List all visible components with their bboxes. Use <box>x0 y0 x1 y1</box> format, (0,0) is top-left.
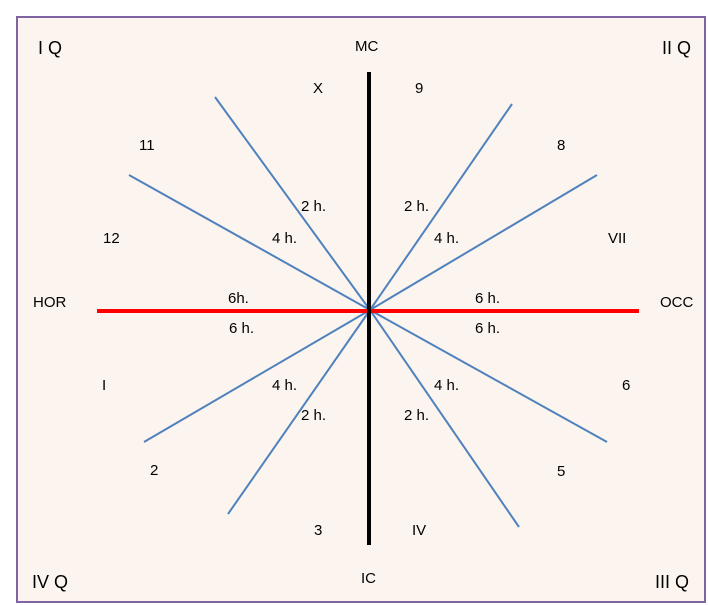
house-label-9: 9 <box>415 80 423 97</box>
house-label-10: X <box>313 80 323 97</box>
hour-line-lower-right-shallow <box>369 309 608 443</box>
house-label-5: 5 <box>557 463 565 480</box>
quadrant-label-top-left: I Q <box>38 38 62 58</box>
hour-label-lower-right-6: 6 h. <box>475 320 500 337</box>
hour-label-lower-right-4: 4 h. <box>434 377 459 394</box>
axis-label-right: OCC <box>660 294 694 311</box>
hour-line-upper-right-shallow <box>369 174 598 311</box>
hour-line-lower-left-shallow <box>143 309 371 443</box>
quadrant-label-top-right: II Q <box>662 38 691 58</box>
hour-label-upper-right-4: 4 h. <box>434 230 459 247</box>
hour-label-lower-left-6: 6 h. <box>229 320 254 337</box>
hour-line-lower-left-steep <box>227 309 371 515</box>
quadrant-label-bottom-left: IV Q <box>32 572 68 592</box>
hour-label-upper-right-2: 2 h. <box>404 198 429 215</box>
hour-label-upper-left-6: 6h. <box>228 290 249 307</box>
hour-label-lower-right-2: 2 h. <box>404 407 429 424</box>
hour-label-upper-right-6: 6 h. <box>475 290 500 307</box>
house-label-2: 2 <box>150 462 158 479</box>
hour-label-lower-left-2: 2 h. <box>301 407 326 424</box>
house-label-1: I <box>102 377 106 394</box>
hour-line-lower-right-steep <box>369 309 520 528</box>
hour-line-upper-left-shallow <box>128 174 371 311</box>
house-label-4: IV <box>412 522 426 539</box>
house-label-8: 8 <box>557 137 565 154</box>
hour-label-lower-left-4: 4 h. <box>272 377 297 394</box>
house-label-3: 3 <box>314 522 322 539</box>
hour-label-upper-left-4: 4 h. <box>272 230 297 247</box>
quadrant-label-bottom-right: III Q <box>655 572 689 592</box>
house-label-7: VII <box>608 230 626 247</box>
hour-line-upper-left-steep <box>214 96 371 311</box>
house-label-11: 11 <box>139 137 155 154</box>
hour-label-upper-left-2: 2 h. <box>301 198 326 215</box>
axis-label-top: MC <box>355 38 378 55</box>
axis-label-bottom: IC <box>361 570 376 587</box>
house-label-12: 12 <box>103 230 120 247</box>
house-label-6: 6 <box>622 377 630 394</box>
axis-label-left: HOR <box>33 294 67 311</box>
hour-line-upper-right-steep <box>369 103 513 311</box>
